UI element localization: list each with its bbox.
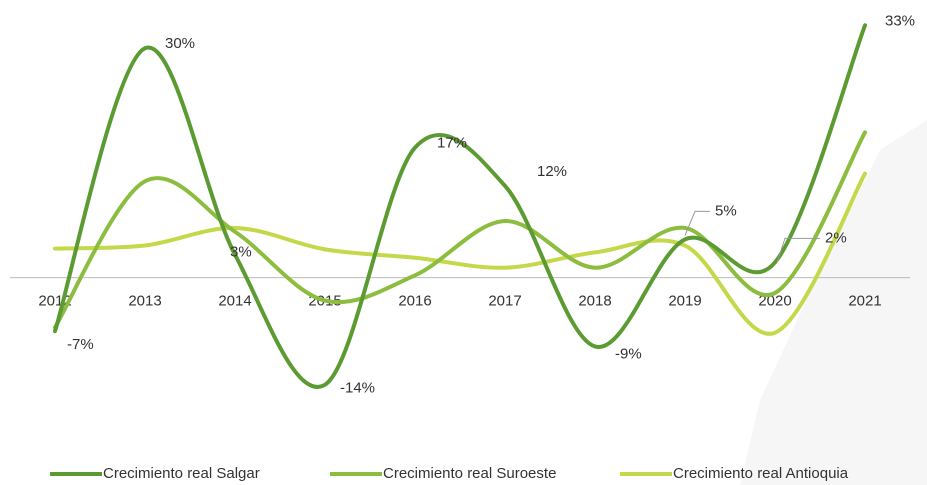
data-label: -7% xyxy=(67,336,94,353)
data-label: 17% xyxy=(437,135,467,152)
series-line xyxy=(53,23,867,389)
data-label: 12% xyxy=(537,163,567,180)
x-tick-label: 2017 xyxy=(488,293,521,310)
leader-line xyxy=(776,237,820,263)
data-label: 33% xyxy=(885,12,915,29)
x-tick-label: 2016 xyxy=(398,293,431,310)
legend: Crecimiento real Salgar Crecimiento real … xyxy=(50,465,849,482)
x-tick-label: 2013 xyxy=(128,293,161,310)
legend-label: Crecimiento real Salgar xyxy=(103,465,260,482)
legend-label: Crecimiento real Antioquia xyxy=(673,465,849,482)
series-line xyxy=(53,130,867,330)
data-label: 3% xyxy=(230,244,252,261)
data-label: -14% xyxy=(340,380,375,397)
legend-label: Crecimiento real Suroeste xyxy=(383,465,556,482)
background-shape xyxy=(740,120,927,485)
data-label: 30% xyxy=(165,35,195,52)
data-label: 5% xyxy=(715,202,737,219)
x-tick-label: 2021 xyxy=(848,293,881,310)
x-tick-label: 2019 xyxy=(668,293,701,310)
data-label: -9% xyxy=(615,345,642,362)
series-line xyxy=(53,171,867,336)
x-tick-label: 2014 xyxy=(218,293,251,310)
data-label: 2% xyxy=(825,229,847,246)
x-tick-label: 2018 xyxy=(578,293,611,310)
leader-line xyxy=(684,210,710,236)
